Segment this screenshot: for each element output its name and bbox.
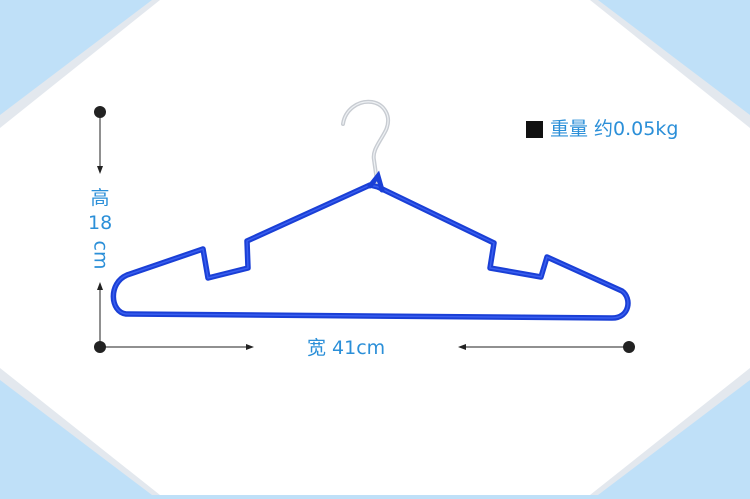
- arrow-up-icon: [97, 282, 103, 290]
- arrow-left-icon: [458, 344, 466, 350]
- weight-label: 重量 约0.05kg: [550, 118, 679, 140]
- height-value: 18: [88, 212, 113, 234]
- arrow-right-icon: [246, 344, 254, 350]
- height-char: 高: [90, 187, 110, 209]
- arrow-down-icon: [97, 166, 103, 174]
- width-label: 宽 41cm: [307, 337, 386, 359]
- height-unit: cm: [89, 240, 112, 270]
- height-label: 高 18 cm: [88, 187, 113, 270]
- hanger-neck: [367, 170, 385, 193]
- black-square-icon: [526, 121, 543, 138]
